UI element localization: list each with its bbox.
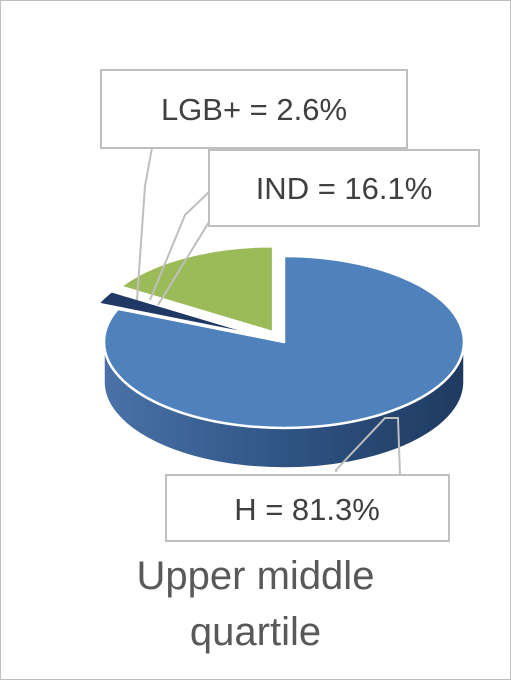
chart-title-line-2: quartile: [189, 610, 322, 654]
chart-title: Upper middle quartile: [0, 548, 511, 660]
data-label-h: H = 81.3%: [234, 492, 380, 527]
leader-line-h: [335, 417, 401, 476]
pie-slice-lgb: [96, 289, 266, 339]
chart-title-line-1: Upper middle: [136, 554, 375, 598]
callout-box-lgb: [100, 69, 408, 149]
callout-leaders: [136, 147, 401, 476]
pie-slice-ind: [119, 244, 275, 334]
leader-line-lgb: [136, 147, 153, 301]
leader-line-ind: [149, 191, 210, 301]
callout-boxes: [100, 69, 480, 542]
data-label-ind: IND = 16.1%: [256, 171, 433, 206]
pie-slice-h: [102, 254, 466, 430]
callout-box-h: [165, 474, 450, 542]
leader-line-ind-b: [157, 221, 210, 306]
callout-box-ind: [208, 149, 480, 227]
pie-slices: [96, 244, 466, 430]
data-label-lgb: LGB+ = 2.6%: [161, 92, 347, 127]
